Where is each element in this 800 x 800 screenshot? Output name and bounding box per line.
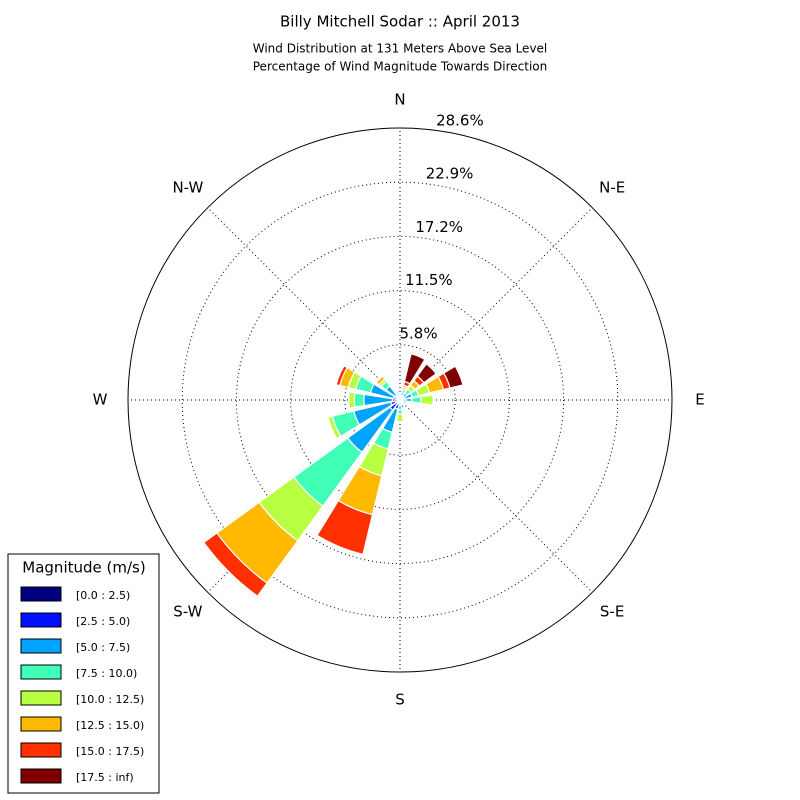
legend-label: [5.0 : 7.5) [76, 641, 130, 654]
bar-segment [395, 413, 405, 423]
grid-ring [235, 235, 565, 565]
r-tick-label: 11.5% [405, 271, 453, 289]
legend-label: [7.5 : 10.0) [76, 667, 137, 680]
bar-segment [353, 392, 365, 408]
grid-spoke [399, 207, 593, 401]
grid-ring [344, 344, 456, 456]
direction-label: N-E [599, 178, 625, 196]
legend-swatch [20, 768, 62, 784]
bar-segment [348, 391, 350, 409]
direction-label: S-E [600, 603, 624, 621]
r-tick-label: 5.8% [399, 324, 437, 342]
legend-label: [15.0 : 17.5) [76, 745, 144, 758]
legend-title: Magnitude (m/s) [22, 559, 145, 577]
grid-ring [290, 290, 510, 510]
legend-swatch [20, 638, 62, 654]
grid-spoke [207, 207, 401, 401]
bar-segment [405, 401, 408, 404]
direction-label: W [93, 391, 108, 409]
legend-label: [2.5 : 5.0) [76, 615, 130, 628]
chart-title: Billy Mitchell Sodar :: April 2013 [280, 13, 520, 31]
direction-label: S-W [173, 603, 202, 621]
direction-label: N [394, 91, 405, 109]
chart-subtitle: Wind Distribution at 131 Meters Above Se… [253, 42, 548, 56]
legend-swatch [20, 664, 62, 680]
bar-segment [442, 365, 464, 389]
legend-label: [17.5 : inf) [76, 771, 134, 784]
legend-swatch [20, 716, 62, 732]
bar-segment [348, 391, 356, 409]
chart-subtitle: Percentage of Wind Magnitude Towards Dir… [253, 60, 547, 74]
grid-spoke [399, 399, 593, 593]
bar-segment [397, 408, 403, 415]
direction-label: E [695, 391, 704, 409]
legend-swatch [20, 612, 62, 628]
legend-label: [10.0 : 12.5) [76, 693, 144, 706]
direction-label: S [395, 691, 405, 709]
legend-label: [0.0 : 2.5) [76, 589, 130, 602]
legend-label: [12.5 : 15.0) [76, 719, 144, 732]
grid-ring [181, 181, 619, 619]
r-tick-label: 17.2% [415, 218, 463, 236]
bar-segment [410, 396, 422, 404]
outer-ring [127, 127, 673, 673]
legend-swatch [20, 586, 62, 602]
bar-segment [419, 394, 434, 406]
legend-swatch [20, 742, 62, 758]
bar-segment [416, 362, 438, 384]
r-tick-label: 28.6% [436, 111, 484, 129]
direction-label: N-W [172, 178, 203, 196]
legend-swatch [20, 690, 62, 706]
bar-segment [315, 534, 364, 557]
r-tick-label: 22.9% [426, 165, 474, 183]
bar-segment [403, 353, 426, 385]
